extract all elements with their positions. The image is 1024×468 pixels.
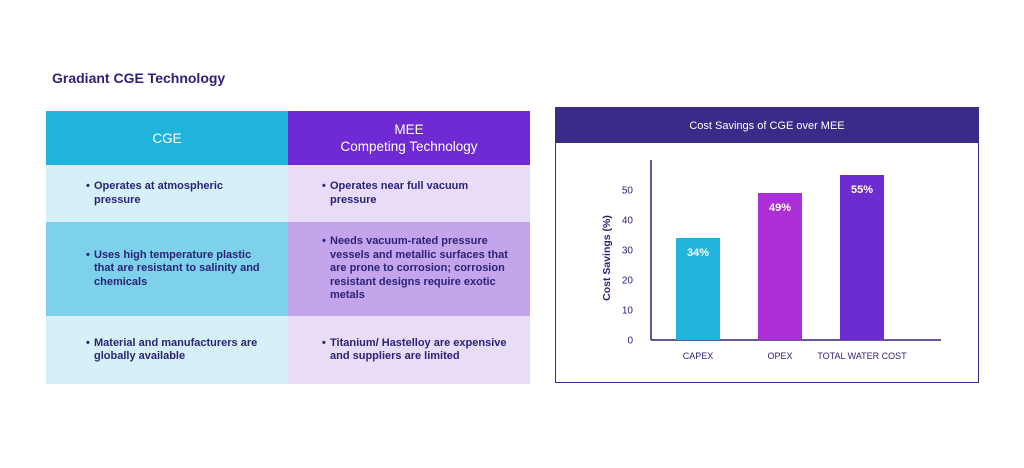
mee-point: Needs vacuum-rated pressure vessels and … bbox=[322, 235, 510, 303]
page-title: Gradiant CGE Technology bbox=[52, 70, 226, 86]
mee-cell: Operates near full vacuum pressure bbox=[288, 165, 530, 222]
header-cge-label: CGE bbox=[152, 130, 182, 146]
y-tick-label: 50 bbox=[622, 186, 634, 197]
y-tick-label: 30 bbox=[622, 246, 634, 257]
bar-capex bbox=[676, 238, 720, 340]
data-label: 34% bbox=[687, 247, 709, 259]
bar-chart: 0 10 20 30 40 50 Cost Savings (%) 34% CAPEX 49% OP… bbox=[601, 160, 941, 361]
bar-total-water-cost bbox=[840, 175, 884, 340]
y-tick-label: 10 bbox=[622, 306, 634, 317]
y-tick-label: 20 bbox=[622, 276, 634, 287]
table-row: Material and manufacturers are globally … bbox=[46, 316, 530, 384]
header-mee-label: MEE bbox=[394, 122, 424, 137]
cge-cell: Uses high temperature plastic that are r… bbox=[46, 222, 288, 316]
x-tick-label: TOTAL WATER COST bbox=[817, 351, 907, 361]
mee-cell: Titanium/ Hastelloy are expensive and su… bbox=[288, 316, 530, 384]
header-mee-sublabel: Competing Technology bbox=[340, 139, 478, 154]
header-cge: CGE bbox=[46, 111, 288, 165]
comparison-table: CGE MEE Competing Technology Operates at… bbox=[46, 111, 530, 384]
y-tick-label: 40 bbox=[622, 216, 634, 227]
x-tick-label: OPEX bbox=[767, 351, 792, 361]
chart-title: Cost Savings of CGE over MEE bbox=[556, 108, 978, 143]
cge-point: Uses high temperature plastic that are r… bbox=[86, 249, 268, 290]
mee-point: Operates near full vacuum pressure bbox=[322, 180, 510, 207]
table-row: Operates at atmospheric pressure Operate… bbox=[46, 165, 530, 222]
data-label: 49% bbox=[769, 202, 791, 214]
bar-opex bbox=[758, 193, 802, 340]
table-header-row: CGE MEE Competing Technology bbox=[46, 111, 530, 165]
cge-cell: Material and manufacturers are globally … bbox=[46, 316, 288, 384]
mee-cell: Needs vacuum-rated pressure vessels and … bbox=[288, 222, 530, 316]
mee-point: Titanium/ Hastelloy are expensive and su… bbox=[322, 337, 510, 364]
x-tick-label: CAPEX bbox=[683, 351, 714, 361]
header-mee: MEE Competing Technology bbox=[288, 111, 530, 165]
data-label: 55% bbox=[851, 184, 873, 196]
cge-point: Operates at atmospheric pressure bbox=[86, 180, 268, 207]
y-tick-label: 0 bbox=[627, 336, 633, 347]
y-axis-label: Cost Savings (%) bbox=[601, 215, 613, 301]
chart-panel: Cost Savings of CGE over MEE 0 10 20 30 40 50… bbox=[555, 107, 979, 383]
cge-point: Material and manufacturers are globally … bbox=[86, 337, 268, 364]
table-row: Uses high temperature plastic that are r… bbox=[46, 222, 530, 316]
cge-cell: Operates at atmospheric pressure bbox=[46, 165, 288, 222]
